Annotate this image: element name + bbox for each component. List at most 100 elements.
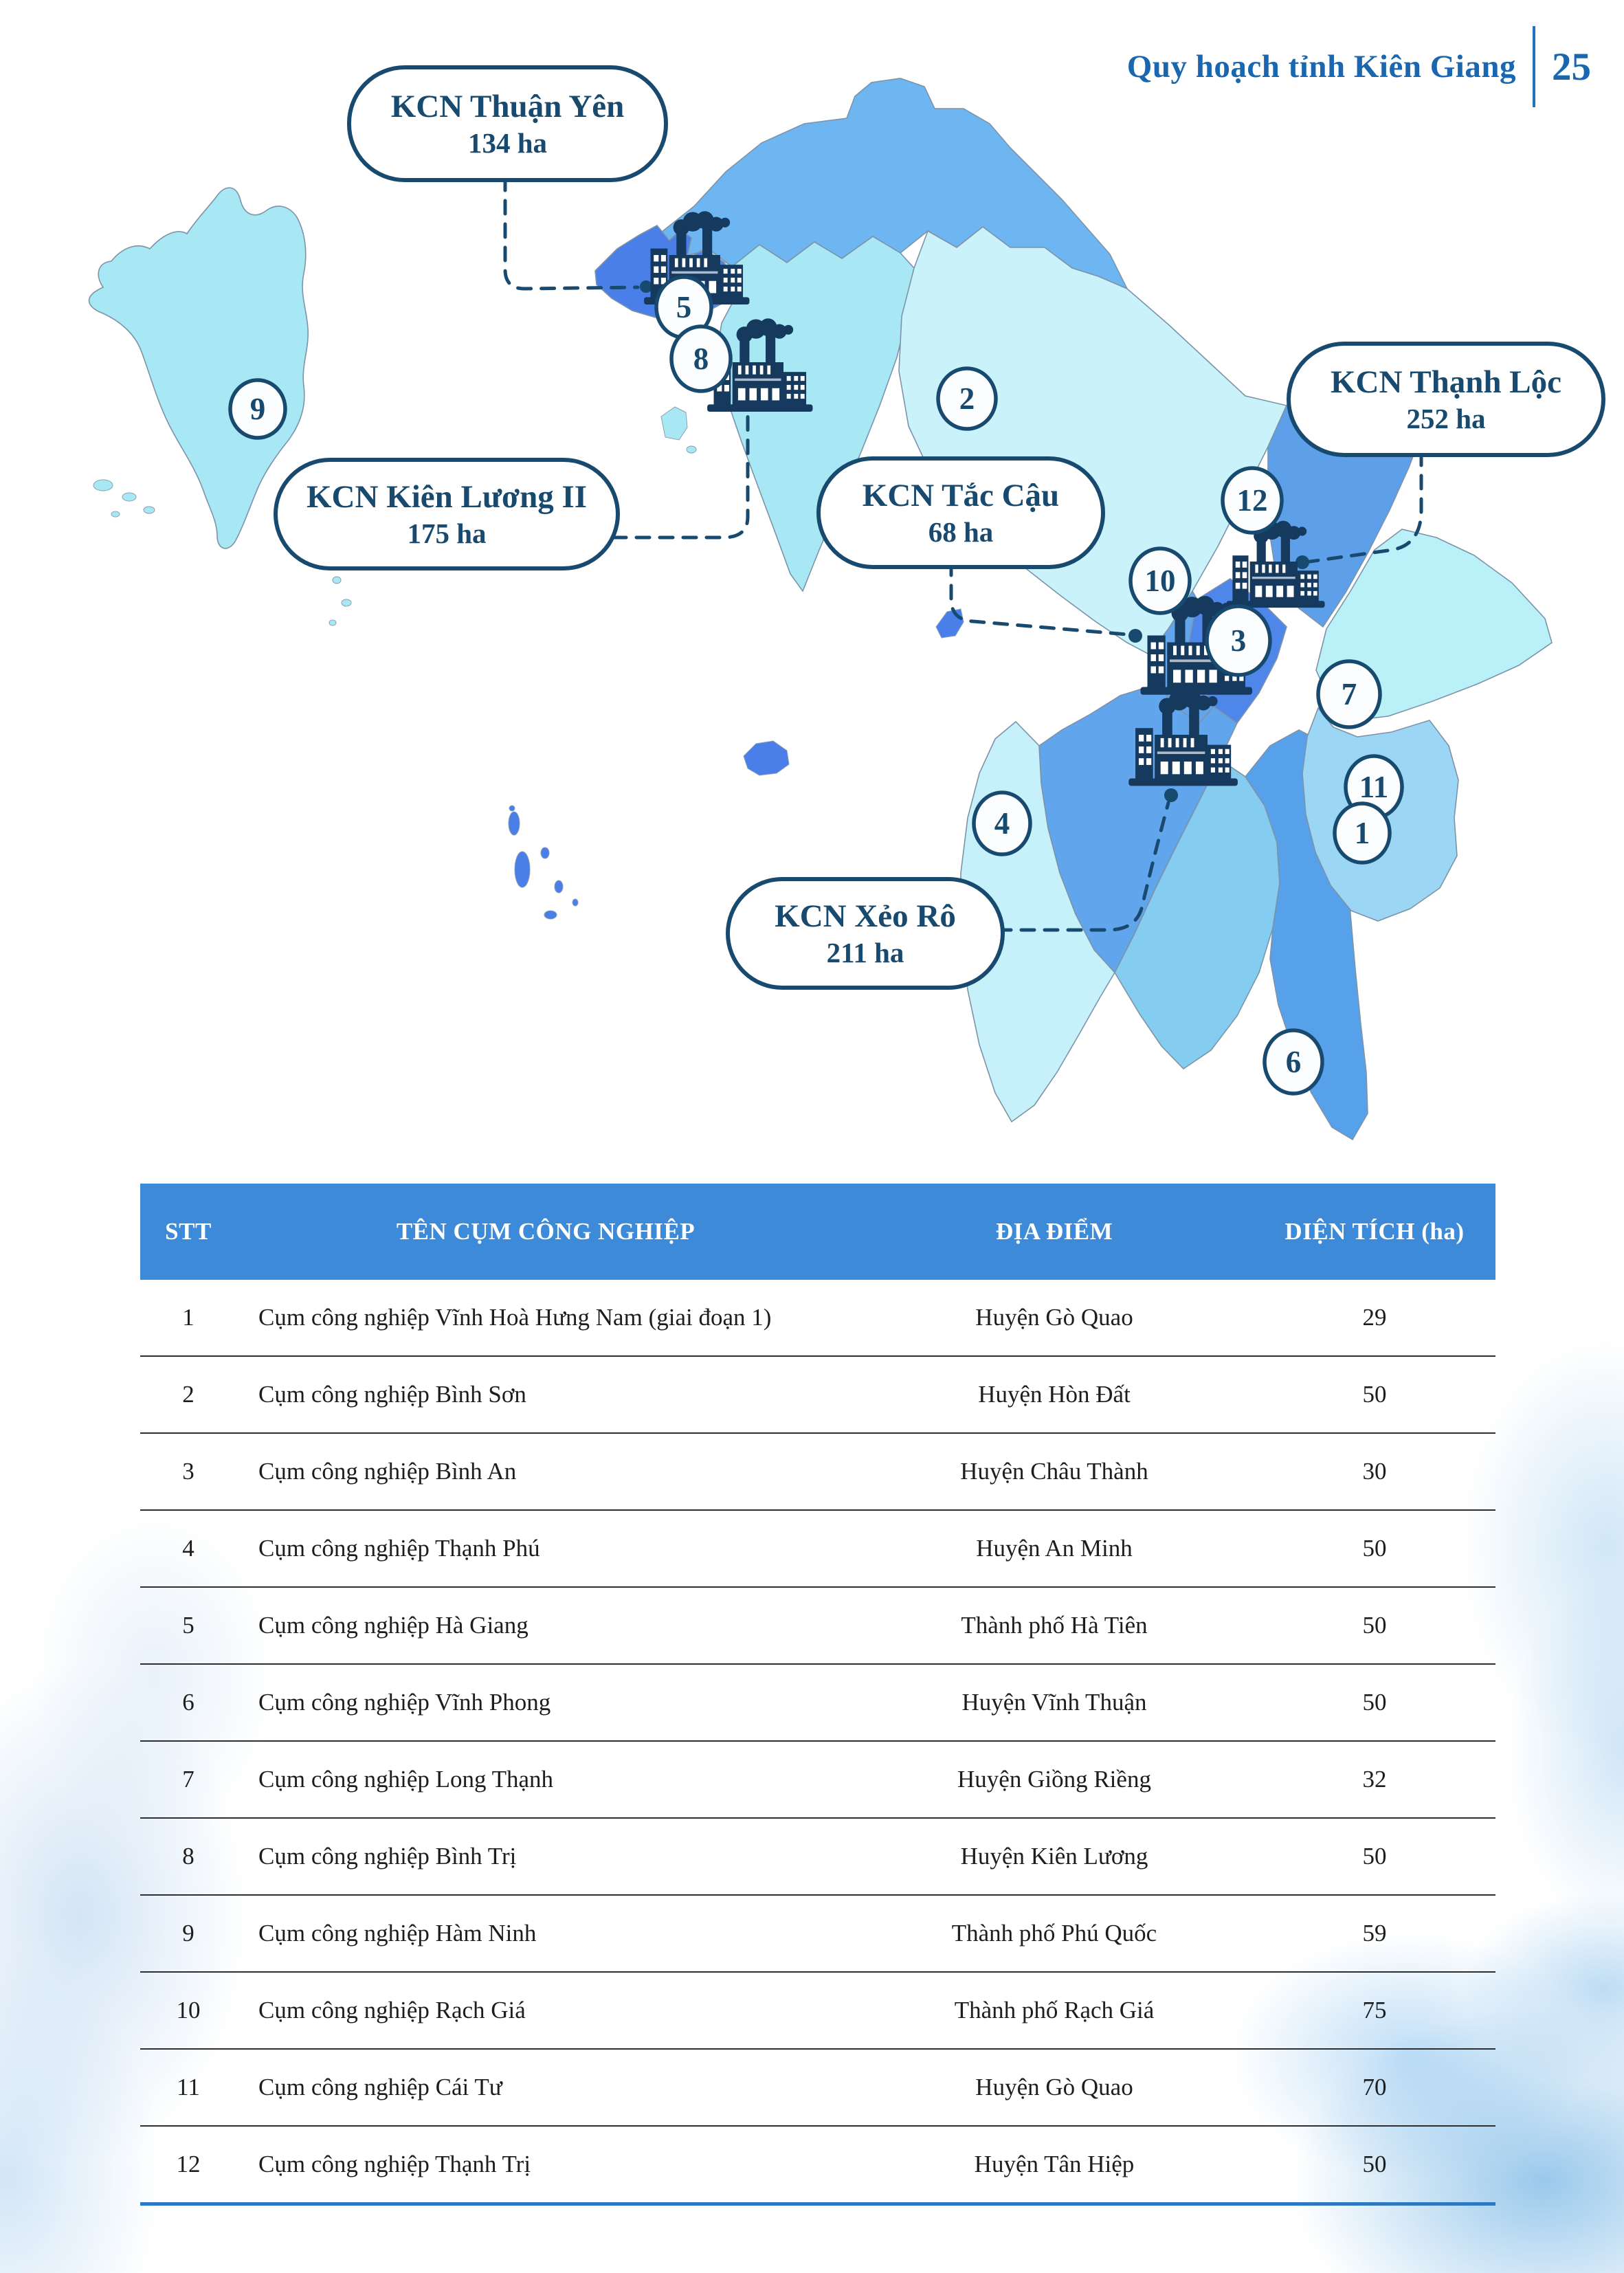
cell-name: Cụm công nghiệp Bình Sơn: [258, 1381, 526, 1408]
cell-stt: 9: [182, 1920, 194, 1947]
header-divider: [1533, 26, 1535, 107]
table-row: 9 Cụm công nghiệp Hàm Ninh Thành phố Phú Q…: [140, 1896, 1495, 1973]
table-row: 7 Cụm công nghiệp Long Thạnh Huyện Giồng R…: [140, 1742, 1495, 1819]
cell-area: 29: [1362, 1304, 1387, 1331]
table-row: 2 Cụm công nghiệp Bình Sơn Huyện Hòn Đất 50: [140, 1357, 1495, 1434]
svg-text:3: 3: [1231, 623, 1247, 658]
cell-area: 50: [1362, 1843, 1387, 1870]
map-marker-7: 7: [1316, 659, 1382, 729]
cell-location: Huyện Gò Quao: [975, 1304, 1133, 1331]
svg-text:2: 2: [959, 381, 975, 416]
callout-area: 211 ha: [826, 936, 904, 968]
cell-stt: 4: [182, 1535, 194, 1562]
cell-location: Huyện Châu Thành: [960, 1458, 1148, 1485]
header-location: ĐỊA ĐIỂM: [995, 1218, 1113, 1245]
table-row: 6 Cụm công nghiệp Vĩnh Phong Huyện Vĩnh Th…: [140, 1665, 1495, 1742]
svg-text:5: 5: [676, 290, 692, 324]
map-marker-12: 12: [1221, 466, 1284, 535]
table-header-row: STT TÊN CỤM CÔNG NGHIỆP ĐỊA ĐIỂM DIỆN TÍ…: [140, 1184, 1495, 1280]
cell-name: Cụm công nghiệp Thạnh Trị: [258, 2151, 531, 2177]
cell-name: Cụm công nghiệp Vĩnh Hoà Hưng Nam (giai …: [258, 1304, 772, 1331]
cell-area: 30: [1362, 1458, 1387, 1485]
cell-name: Cụm công nghiệp Bình An: [258, 1458, 517, 1485]
cell-area: 50: [1362, 2151, 1387, 2177]
page-header: Quy hoạch tỉnh Kiên Giang 25: [1127, 26, 1591, 107]
callout-tac-cau: KCN Tắc Cậu 68 ha: [816, 456, 1105, 569]
cell-area: 50: [1362, 1381, 1387, 1408]
cell-location: Huyện Giồng Riềng: [957, 1766, 1151, 1793]
cell-area: 70: [1362, 2074, 1387, 2100]
svg-text:8: 8: [693, 342, 709, 376]
table-row: 12 Cụm công nghiệp Thạnh Trị Huyện Tân Hiệ…: [140, 2127, 1495, 2206]
cell-location: Huyện Tân Hiệp: [974, 2151, 1135, 2177]
map-marker-10: 10: [1128, 546, 1192, 615]
cell-name: Cụm công nghiệp Rạch Giá: [258, 1997, 526, 2023]
cell-location: Thành phố Rạch Giá: [954, 1997, 1155, 2023]
cell-stt: 11: [177, 2074, 200, 2100]
callout-area: 175 ha: [407, 517, 487, 549]
callout-kien-luong-2: KCN Kiên Lương II 175 ha: [274, 458, 620, 570]
map-marker-4: 4: [972, 790, 1032, 856]
cell-area: 59: [1362, 1920, 1387, 1947]
district-phu-quoc: [88, 187, 309, 549]
map-marker-3: 3: [1205, 604, 1272, 677]
cell-name: Cụm công nghiệp Hà Giang: [258, 1612, 529, 1639]
cell-name: Cụm công nghiệp Cái Tư: [258, 2074, 502, 2100]
callout-name: KCN Tắc Cậu: [862, 478, 1060, 514]
callout-name: KCN Xẻo Rô: [775, 898, 956, 935]
cell-name: Cụm công nghiệp Thạnh Phú: [258, 1535, 540, 1562]
callout-area: 252 ha: [1406, 402, 1486, 434]
svg-text:9: 9: [250, 392, 266, 426]
callout-name: KCN Thuận Yên: [390, 89, 625, 125]
svg-text:11: 11: [1359, 770, 1389, 804]
map-marker-1: 1: [1333, 801, 1392, 865]
svg-text:1: 1: [1355, 816, 1370, 850]
cell-location: Thành phố Hà Tiên: [961, 1612, 1148, 1639]
cell-location: Huyện Gò Quao: [975, 2074, 1133, 2100]
svg-text:4: 4: [994, 806, 1010, 841]
header-title: Quy hoạch tỉnh Kiên Giang: [1126, 49, 1516, 85]
cell-area: 32: [1362, 1766, 1387, 1793]
table-row: 8 Cụm công nghiệp Bình Trị Huyện Kiên Lươn…: [140, 1819, 1495, 1896]
cell-stt: 3: [182, 1458, 194, 1485]
table-row: 11 Cụm công nghiệp Cái Tư Huyện Gò Quao 70: [140, 2050, 1495, 2127]
table-row: 1 Cụm công nghiệp Vĩnh Hoà Hưng Nam (giai…: [140, 1280, 1495, 1357]
cell-name: Cụm công nghiệp Hàm Ninh: [258, 1920, 537, 1947]
connector-xeo-ro: [996, 801, 1170, 932]
cell-location: Huyện An Minh: [976, 1535, 1133, 1562]
cell-name: Cụm công nghiệp Vĩnh Phong: [258, 1689, 551, 1716]
cell-stt: 5: [182, 1612, 194, 1639]
svg-text:12: 12: [1237, 483, 1268, 518]
cell-stt: 12: [176, 2151, 201, 2177]
header-area: DIỆN TÍCH (ha): [1284, 1218, 1465, 1245]
cell-area: 50: [1362, 1612, 1387, 1639]
cell-location: Thành phố Phú Quốc: [951, 1920, 1157, 1947]
industrial-clusters-table: STT TÊN CỤM CÔNG NGHIỆP ĐỊA ĐIỂM DIỆN TÍ…: [140, 1184, 1495, 2206]
svg-text:10: 10: [1145, 564, 1176, 598]
cell-name: Cụm công nghiệp Bình Trị: [258, 1843, 517, 1870]
callout-area: 68 ha: [928, 515, 994, 548]
islet-shapes: [93, 161, 964, 920]
callout-name: KCN Kiên Lương II: [306, 479, 588, 515]
svg-text:7: 7: [1342, 677, 1357, 711]
connector-thanh-loc: [1308, 450, 1423, 564]
map-marker-6: 6: [1263, 1028, 1324, 1096]
table-body: 1 Cụm công nghiệp Vĩnh Hoà Hưng Nam (giai…: [140, 1280, 1495, 2206]
table-row: 10 Cụm công nghiệp Rạch Giá Thành phố Rạch…: [140, 1973, 1495, 2050]
connector-kien-luong-2: [611, 405, 750, 540]
cell-name: Cụm công nghiệp Long Thạnh: [258, 1766, 554, 1793]
page-number: 25: [1552, 45, 1591, 89]
cell-stt: 7: [182, 1766, 194, 1793]
connector-thuan-yen: [503, 175, 640, 291]
map-marker-2: 2: [936, 366, 998, 431]
cell-location: Huyện Vĩnh Thuận: [961, 1689, 1147, 1716]
map-marker-8: 8: [669, 324, 733, 393]
cell-area: 75: [1362, 1997, 1387, 2023]
cell-area: 50: [1362, 1689, 1387, 1716]
header-stt: STT: [165, 1218, 212, 1245]
callout-area: 134 ha: [467, 126, 548, 159]
callout-name: KCN Thạnh Lộc: [1330, 364, 1562, 401]
cell-location: Huyện Hòn Đất: [978, 1381, 1131, 1408]
